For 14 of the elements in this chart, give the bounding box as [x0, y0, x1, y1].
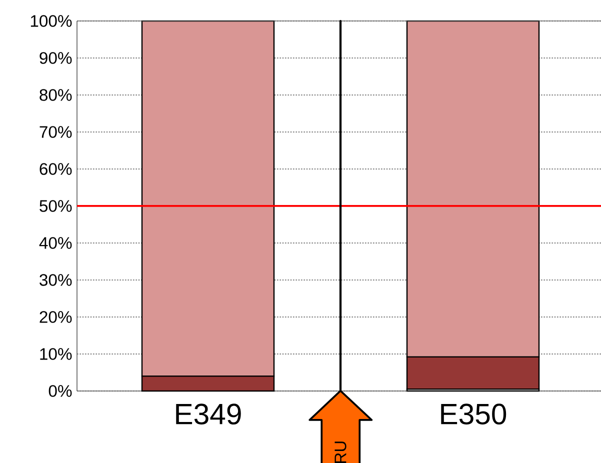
y-tick-label: 60% — [40, 163, 72, 175]
x-tick-label: E350 — [441, 404, 506, 424]
y-tick-label: 10% — [40, 348, 72, 360]
y-tick-label: 30% — [40, 274, 72, 286]
x-tick-label: E349 — [176, 404, 241, 424]
y-tick-label: 0% — [48, 385, 72, 397]
y-tick-label: 90% — [40, 52, 72, 64]
y-tick-label: 70% — [40, 126, 72, 138]
y-tick-label: 50% — [40, 200, 72, 212]
y-tick-label: 100% — [30, 15, 72, 27]
y-tick-label: 40% — [39, 237, 72, 249]
text: RU — [334, 442, 346, 463]
y-tick-label: 80% — [40, 89, 72, 101]
y-tick-label: 20% — [40, 311, 72, 323]
